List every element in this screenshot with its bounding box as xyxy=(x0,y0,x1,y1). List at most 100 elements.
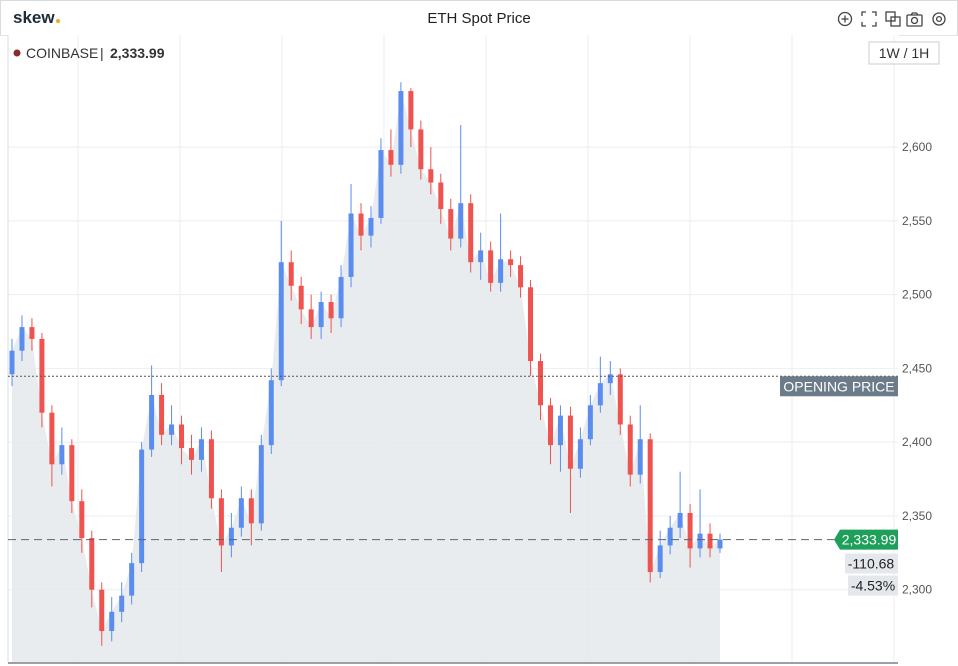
candle-body xyxy=(617,374,623,425)
candle-body xyxy=(328,302,334,319)
legend-separator: | xyxy=(100,45,104,61)
candle-body xyxy=(99,589,105,632)
candle-body xyxy=(119,595,125,612)
y-tick-label: 2,350 xyxy=(902,509,932,523)
candle-body xyxy=(657,545,663,573)
y-tick-label: 2,400 xyxy=(902,435,932,449)
y-tick-label: 2,600 xyxy=(902,140,932,154)
candle-body xyxy=(139,449,145,564)
legend-exchange: COINBASE xyxy=(26,45,98,61)
camera-icon[interactable] xyxy=(906,12,923,27)
change-tag xyxy=(845,553,898,574)
change-label: -110.68 xyxy=(848,556,895,572)
candle-body xyxy=(408,91,414,130)
candle-body xyxy=(258,445,264,524)
candle-body xyxy=(468,203,474,263)
logo-text: skew xyxy=(13,8,55,27)
candle-body xyxy=(538,361,544,406)
last-price-label: 2,333.99 xyxy=(842,532,897,548)
candle-body xyxy=(717,539,723,549)
legend-price: 2,333.99 xyxy=(110,45,165,61)
candle-body xyxy=(627,424,633,475)
toolbar-icons xyxy=(837,11,946,27)
candle-body xyxy=(79,501,85,539)
candle-body xyxy=(208,439,214,499)
interval-label[interactable]: 1W / 1H xyxy=(879,45,930,61)
chart-title: ETH Spot Price xyxy=(427,10,531,27)
candle-body xyxy=(378,150,384,218)
candle-body xyxy=(308,309,314,328)
candle-body xyxy=(418,129,424,170)
interval-button[interactable] xyxy=(868,41,940,65)
copy-icon[interactable] xyxy=(885,11,901,27)
add-icon[interactable] xyxy=(837,11,853,27)
candle-body xyxy=(19,327,25,351)
overlay: OPENING PRICE 2,333.99 -110.68 -4.53% xyxy=(7,35,898,664)
logo-dot xyxy=(55,19,60,23)
candle-body xyxy=(9,350,15,375)
candle-body xyxy=(528,287,534,362)
candle-body xyxy=(109,611,115,632)
candle-body xyxy=(238,498,244,528)
candle-body xyxy=(488,250,494,283)
y-tick-label: 2,450 xyxy=(902,361,932,375)
candle-body xyxy=(398,91,404,165)
candle-body xyxy=(179,424,185,449)
candle-body xyxy=(438,182,444,210)
candle-body xyxy=(677,512,683,528)
last-price-tag xyxy=(834,529,898,550)
candle-body xyxy=(647,439,653,573)
candle-body xyxy=(587,405,593,440)
opening-price-tag xyxy=(780,376,898,397)
candle-body xyxy=(248,498,254,524)
candle-body xyxy=(557,415,563,446)
candle-body xyxy=(388,150,394,165)
candle-body xyxy=(428,169,434,183)
candle-body xyxy=(298,285,304,310)
candle-body xyxy=(707,533,713,549)
logo: skew xyxy=(13,8,60,28)
candle-body xyxy=(597,383,603,406)
candle-body xyxy=(159,394,165,435)
candle-body xyxy=(169,424,175,435)
candle-body xyxy=(577,439,583,469)
settings-icon[interactable] xyxy=(932,12,946,26)
opening-price-label: OPENING PRICE xyxy=(783,378,894,394)
candle-body xyxy=(188,448,194,460)
candle-body xyxy=(69,445,75,502)
candle-body xyxy=(49,412,55,465)
change-pct-label: -4.53% xyxy=(851,578,895,594)
candle-body xyxy=(508,259,514,266)
candle-body xyxy=(318,302,324,328)
y-tick-label: 2,500 xyxy=(902,288,932,302)
candle-body xyxy=(697,533,703,549)
candle-body xyxy=(518,265,524,288)
candle-body xyxy=(637,439,643,475)
toolbar: skew ETH Spot Price xyxy=(0,0,958,36)
candle-body xyxy=(29,327,35,339)
candle-body xyxy=(228,527,234,546)
candle-body xyxy=(667,527,673,546)
candle-body xyxy=(338,276,344,319)
candle-body xyxy=(478,250,484,263)
candle-body xyxy=(358,213,364,236)
candle-body xyxy=(59,445,65,465)
candle-body xyxy=(607,374,613,384)
candle-body xyxy=(348,213,354,277)
candle-body xyxy=(458,203,464,239)
candle-body xyxy=(218,498,224,546)
change-pct-tag xyxy=(848,575,898,596)
candle-body xyxy=(268,380,274,446)
candle-body xyxy=(129,563,135,596)
candle-body xyxy=(687,512,693,549)
legend-dot xyxy=(13,49,21,57)
candle-body xyxy=(448,209,454,239)
y-tick-label: 2,300 xyxy=(902,583,932,597)
candle-body xyxy=(198,439,204,460)
y-tick-label: 2,550 xyxy=(902,214,932,228)
candle-body xyxy=(547,405,553,446)
fullscreen-icon[interactable] xyxy=(861,11,877,27)
candle-body xyxy=(368,217,374,236)
candle-body xyxy=(567,415,573,469)
